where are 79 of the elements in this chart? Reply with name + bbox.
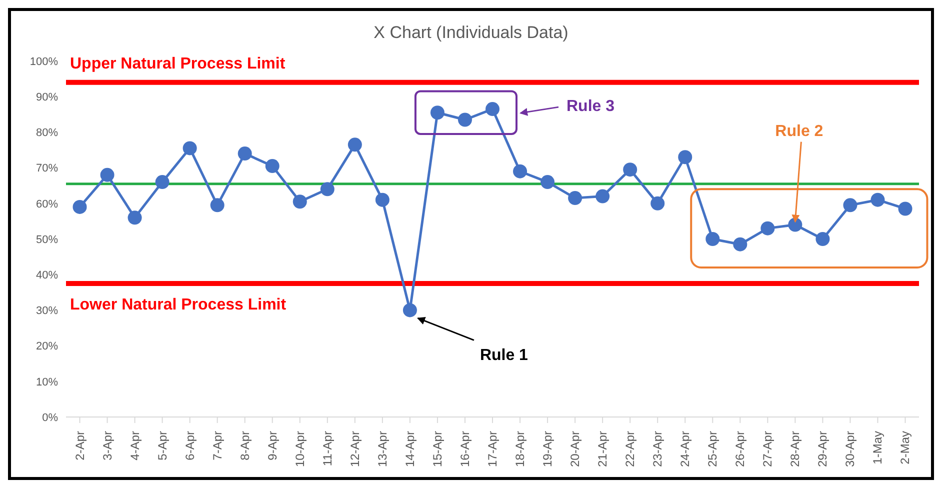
point — [733, 237, 748, 252]
point — [623, 162, 638, 177]
x-tick-label: 29-Apr — [816, 431, 830, 468]
point — [430, 106, 444, 120]
x-tick-label: 30-Apr — [843, 431, 858, 468]
x-tick-label: 5-Apr — [155, 430, 170, 460]
x-tick-label: 27-Apr — [760, 431, 775, 468]
x-tick-label: 17-Apr — [486, 431, 500, 468]
x-tick-label: 21-Apr — [596, 431, 610, 468]
x-tick-label: 24-Apr — [678, 431, 692, 468]
point — [100, 168, 114, 182]
x-tick-label: 25-Apr — [706, 431, 720, 468]
x-tick-label: 8-Apr — [238, 430, 252, 460]
y-tick-label: 40% — [36, 270, 58, 282]
y-tick-label: 50% — [36, 234, 58, 246]
point — [486, 102, 500, 116]
ref-line-label: Lower Natural Process Limit — [70, 296, 287, 314]
point — [72, 200, 87, 214]
point — [513, 164, 528, 178]
point — [870, 192, 885, 207]
chart-title: X Chart (Individuals Data) — [372, 23, 570, 43]
point — [210, 198, 224, 212]
point — [348, 138, 362, 152]
point — [760, 221, 775, 236]
y-tick-label: 20% — [36, 340, 58, 353]
x-tick-label: 1-May — [870, 431, 885, 464]
x-tick-label: 12-Apr — [348, 431, 362, 468]
x-tick-label: 14-Apr — [402, 431, 417, 468]
point — [706, 232, 720, 246]
point — [458, 112, 472, 127]
x-tick-label: 11-Apr — [320, 431, 334, 466]
x-tick-label: 16-Apr — [458, 431, 472, 468]
point — [540, 175, 555, 190]
x-tick-label: 28-Apr — [788, 431, 802, 468]
x-tick-label: 9-Apr — [265, 430, 280, 460]
point — [596, 189, 610, 204]
point — [568, 191, 582, 206]
x-tick-label: 7-Apr — [210, 430, 224, 460]
x-tick-label: 22-Apr — [623, 431, 638, 468]
point — [402, 303, 417, 318]
annotation: Rule 1 — [480, 347, 528, 364]
annotation: Rule 2 — [775, 122, 824, 140]
y-tick-label: 10% — [36, 376, 58, 388]
x-tick-label: 19-Apr — [540, 431, 555, 468]
point — [128, 210, 142, 225]
point — [238, 146, 252, 161]
x-tick-label: 18-Apr — [513, 431, 528, 468]
x-tick-label: 23-Apr — [650, 431, 665, 468]
point — [182, 141, 197, 156]
point — [816, 232, 830, 246]
point — [375, 192, 390, 207]
point — [788, 218, 802, 232]
x-tick-label: 15-Apr — [430, 431, 444, 468]
annotation: Rule 3 — [566, 98, 615, 116]
x-tick-label: 26-Apr — [733, 431, 748, 468]
point — [898, 202, 912, 216]
point — [650, 196, 665, 210]
x-tick-label: 2-Apr — [72, 430, 87, 460]
point — [265, 159, 280, 174]
x-tick-label: 13-Apr — [375, 431, 390, 468]
y-tick-label: 80% — [36, 127, 58, 140]
x-tick-label: 6-Apr — [182, 430, 197, 460]
ref-line-label: Upper Natural Process Limit — [70, 55, 286, 72]
point — [320, 182, 334, 196]
point — [155, 175, 170, 190]
point — [843, 198, 858, 212]
y-tick-label: 30% — [36, 305, 58, 318]
y-tick-label: 60% — [36, 198, 58, 210]
x-tick-label: 2-May — [898, 431, 912, 464]
point — [678, 150, 692, 164]
y-tick-label: 70% — [36, 162, 58, 175]
y-tick-label: 0% — [42, 412, 58, 424]
point — [292, 194, 307, 209]
x-tick-label: 4-Apr — [128, 430, 142, 460]
x-tick-label: 20-Apr — [568, 431, 582, 468]
y-tick-label: 100% — [30, 56, 58, 68]
y-tick-label: 90% — [36, 92, 58, 104]
x-tick-label: 3-Apr — [100, 430, 114, 460]
x-tick-label: 10-Apr — [292, 431, 307, 468]
